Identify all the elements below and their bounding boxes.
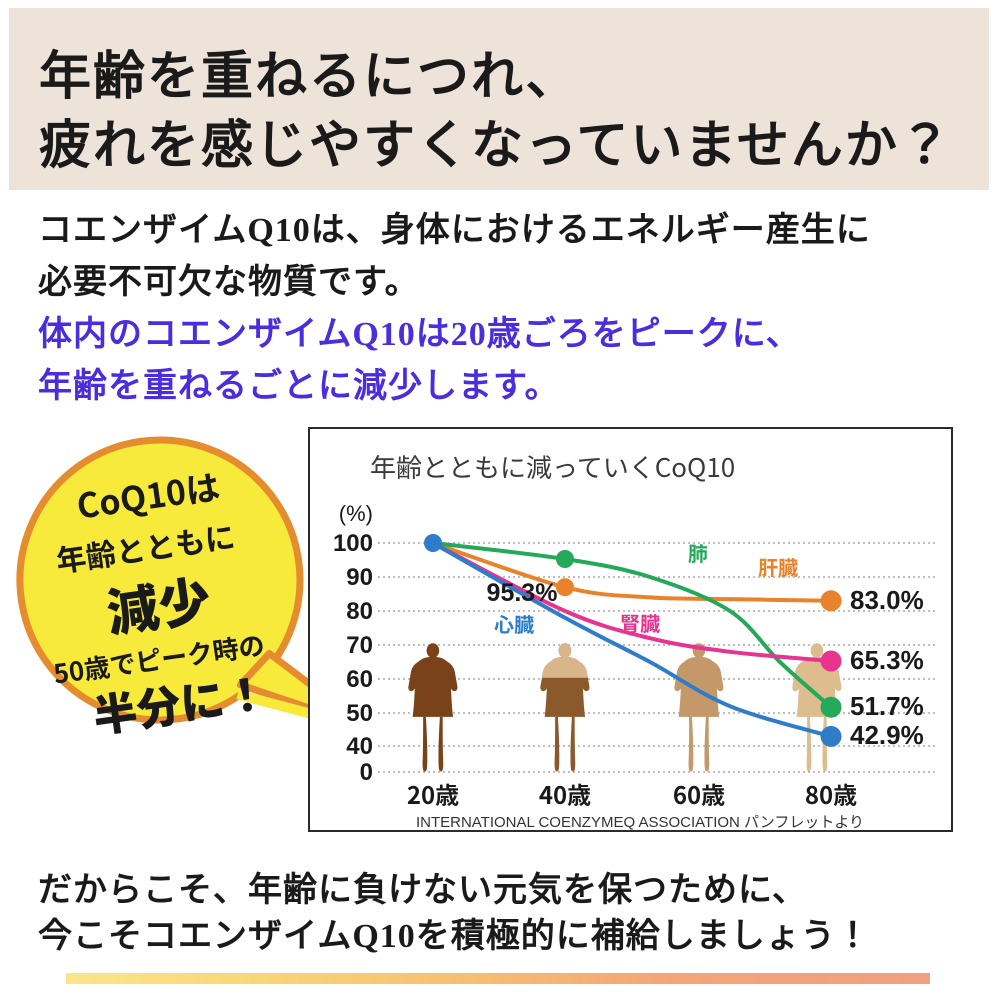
svg-text:腎臓: 腎臓	[620, 608, 660, 637]
svg-text:20歳: 20歳	[407, 776, 459, 811]
svg-text:65.3%: 65.3%	[850, 645, 924, 675]
svg-text:INTERNATIONAL COENZYMEQ ASSOCI: INTERNATIONAL COENZYMEQ ASSOCIATION パンフレ…	[416, 814, 864, 831]
svg-text:80歳: 80歳	[805, 776, 857, 811]
svg-text:心臓: 心臓	[494, 609, 534, 638]
svg-text:95.3%: 95.3%	[487, 579, 558, 607]
svg-text:70: 70	[346, 632, 373, 659]
svg-text:60歳: 60歳	[673, 776, 725, 811]
svg-text:年齢とともに減っていくCoQ10: 年齢とともに減っていくCoQ10	[370, 448, 735, 485]
svg-text:肺: 肺	[688, 538, 708, 567]
svg-text:90: 90	[346, 564, 373, 591]
svg-text:60: 60	[346, 666, 373, 693]
svg-text:0: 0	[360, 759, 373, 786]
svg-text:80: 80	[346, 598, 373, 625]
svg-text:83.0%: 83.0%	[850, 585, 924, 615]
svg-text:(%): (%)	[339, 501, 373, 526]
svg-text:42.9%: 42.9%	[850, 720, 924, 750]
svg-text:100: 100	[333, 530, 373, 557]
svg-text:肝臓: 肝臓	[758, 552, 798, 581]
svg-text:50: 50	[346, 700, 373, 727]
svg-text:40: 40	[346, 733, 373, 760]
svg-text:40歳: 40歳	[539, 776, 591, 811]
svg-text:51.7%: 51.7%	[850, 691, 924, 721]
